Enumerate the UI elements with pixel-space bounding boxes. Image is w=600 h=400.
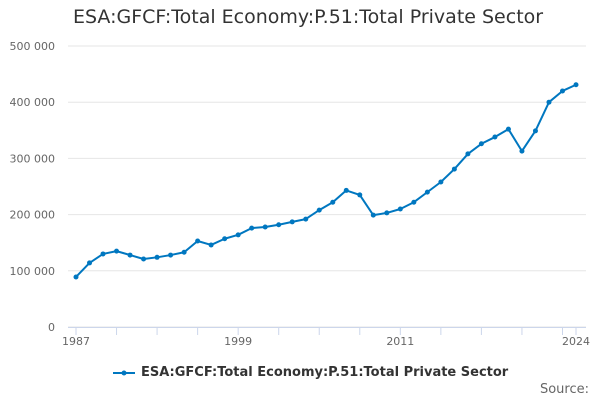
data-point xyxy=(546,99,552,105)
data-point xyxy=(114,248,120,254)
data-point xyxy=(330,199,336,205)
data-point xyxy=(73,274,79,280)
data-point xyxy=(141,256,147,262)
y-tick-label: 200 000 xyxy=(10,209,56,222)
data-point xyxy=(87,260,93,266)
data-point xyxy=(222,236,228,242)
data-point xyxy=(384,210,390,216)
data-point xyxy=(505,126,511,132)
series-line xyxy=(75,83,577,278)
data-point xyxy=(208,242,214,248)
data-point xyxy=(492,134,498,140)
source-label: Source: xyxy=(539,382,589,397)
legend-marker xyxy=(113,370,135,375)
data-point xyxy=(303,216,309,222)
data-point xyxy=(370,212,376,218)
y-tick-label: 300 000 xyxy=(10,152,56,165)
data-point xyxy=(262,224,268,230)
data-point xyxy=(438,179,444,185)
data-point xyxy=(195,238,201,244)
data-point xyxy=(559,88,565,94)
x-tick-label: 2024 xyxy=(562,335,590,348)
data-point xyxy=(289,219,295,225)
y-tick-label: 0 xyxy=(48,321,55,334)
data-point xyxy=(573,82,579,88)
data-point xyxy=(276,222,282,228)
y-tick-label: 400 000 xyxy=(10,96,56,109)
data-point xyxy=(451,166,457,172)
data-point xyxy=(249,225,255,231)
data-point xyxy=(181,249,187,255)
y-tick-label: 100 000 xyxy=(10,265,56,278)
data-point xyxy=(424,189,430,195)
data-point xyxy=(127,252,133,258)
data-point xyxy=(235,232,241,238)
data-point xyxy=(100,251,106,257)
data-point xyxy=(411,199,417,205)
data-point xyxy=(532,128,538,134)
data-point xyxy=(465,151,471,157)
x-tick-label: 2011 xyxy=(386,335,414,348)
data-point xyxy=(397,206,403,212)
data-point xyxy=(154,254,160,260)
legend-item[interactable]: ESA:GFCF:Total Economy:P.51:Total Privat… xyxy=(113,365,508,380)
y-tick-label: 500 000 xyxy=(10,40,56,53)
data-point xyxy=(343,187,349,193)
data-point xyxy=(357,192,363,198)
data-point xyxy=(168,252,174,258)
chart-title: ESA:GFCF:Total Economy:P.51:Total Privat… xyxy=(73,6,544,28)
data-point xyxy=(519,148,525,154)
legend-label: ESA:GFCF:Total Economy:P.51:Total Privat… xyxy=(141,365,509,380)
data-point xyxy=(316,207,322,213)
x-tick-label: 1987 xyxy=(62,335,90,348)
data-point xyxy=(478,141,484,147)
x-tick-label: 1999 xyxy=(224,335,252,348)
